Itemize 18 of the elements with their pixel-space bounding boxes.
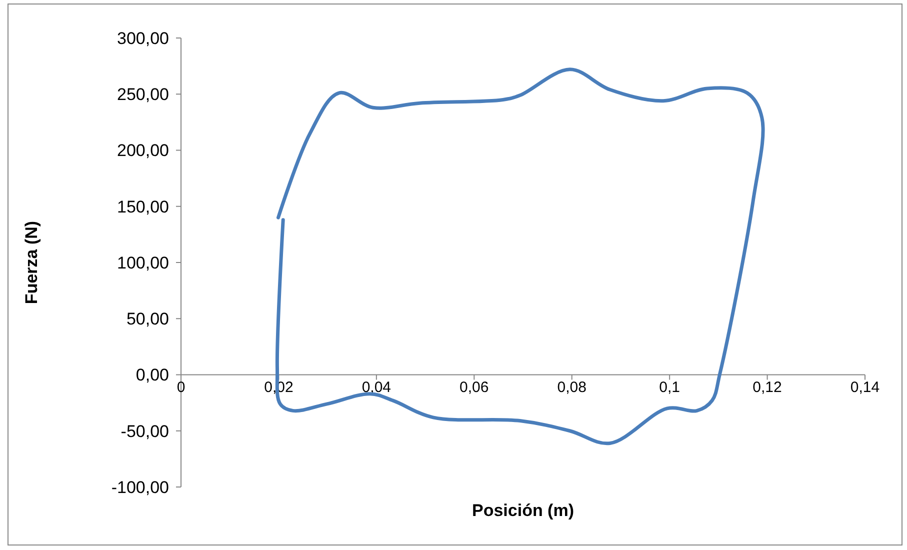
- y-tick-label: -100,00: [111, 478, 169, 497]
- y-tick-label: 100,00: [117, 253, 169, 272]
- x-tick-label: 0,08: [557, 378, 586, 396]
- x-tick-label: 0,04: [362, 378, 392, 396]
- y-axis-title: Fuerza (N): [22, 220, 41, 304]
- x-tick-label: 0,1: [659, 378, 680, 396]
- y-tick-label: 0,00: [136, 366, 169, 385]
- x-tick-label: 0,14: [850, 378, 880, 396]
- x-axis-title: Posición (m): [472, 501, 574, 520]
- x-tick-label: 0,12: [752, 378, 782, 396]
- x-tick-label: 0: [176, 378, 186, 396]
- y-tick-label: -50,00: [120, 422, 169, 441]
- y-tick-label: 300,00: [117, 28, 169, 48]
- y-tick-label: 200,00: [117, 141, 169, 160]
- y-tick-label: 150,00: [117, 197, 169, 216]
- y-tick-label: 50,00: [126, 310, 169, 329]
- y-tick-label: 250,00: [117, 85, 169, 104]
- x-tick-label: 0,06: [460, 378, 489, 396]
